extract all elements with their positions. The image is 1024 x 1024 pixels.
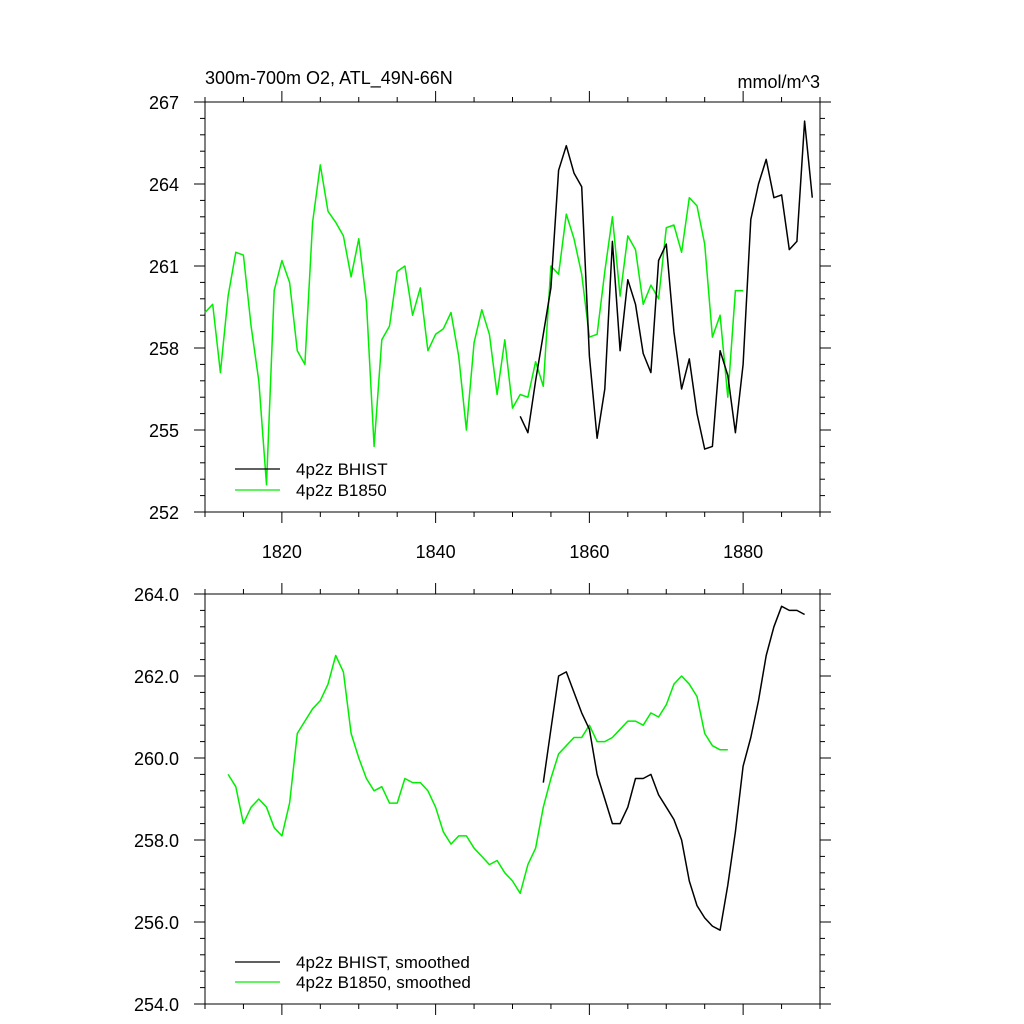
y-tick-label: 267	[149, 93, 179, 113]
series-line-b1850	[227, 654, 728, 895]
y-tick-label: 262.0	[134, 667, 179, 687]
units-label: mmol/m^3	[738, 72, 820, 92]
series-lines-top	[204, 120, 814, 486]
y-tick-label: 258	[149, 339, 179, 359]
x-tick-label: 1840	[416, 542, 456, 562]
x-tick-label: 1860	[569, 542, 609, 562]
plot-frame-bottom	[204, 593, 821, 1005]
legend-label-b1850-smoothed: 4p2z B1850, smoothed	[296, 973, 471, 992]
x-tick-label: 1880	[723, 542, 763, 562]
plot-frame-top	[204, 101, 821, 513]
axis-ticks-bottom: 254.0 256.0 258.0 260.0 262.0 264.0	[134, 583, 831, 1015]
y-tick-label: 260.0	[134, 749, 179, 769]
legend-label-bhist-smoothed: 4p2z BHIST, smoothed	[296, 953, 470, 972]
y-tick-label: 254.0	[134, 995, 179, 1015]
legend-label-bhist: 4p2z BHIST	[296, 460, 388, 479]
y-tick-label: 261	[149, 257, 179, 277]
legend-top: 4p2z BHIST 4p2z B1850	[235, 460, 388, 500]
y-tick-label: 264	[149, 175, 179, 195]
y-tick-label: 264.0	[134, 585, 179, 605]
bottom-panel: 254.0 256.0 258.0 260.0 262.0 264.0 4p2z BHIS…	[134, 583, 831, 1015]
y-tick-label: 258.0	[134, 831, 179, 851]
y-tick-label: 255	[149, 421, 179, 441]
series-lines-bottom	[227, 605, 805, 931]
legend-label-b1850: 4p2z B1850	[296, 481, 387, 500]
x-tick-label: 1820	[262, 542, 302, 562]
axis-ticks-top: 1820 1840 1860 1880 252 255 258 261 264 267	[149, 91, 831, 562]
legend-bottom: 4p2z BHIST, smoothed 4p2z B1850, smoothe…	[235, 953, 471, 992]
chart-title: 300m-700m O2, ATL_49N-66N	[205, 68, 453, 89]
series-line-bhist	[542, 605, 805, 931]
y-tick-label: 252	[149, 503, 179, 523]
y-tick-label: 256.0	[134, 913, 179, 933]
top-panel: 300m-700m O2, ATL_49N-66N mmol/m^3 1820 1…	[149, 68, 831, 562]
series-line-bhist	[519, 120, 814, 450]
series-line-b1850	[204, 164, 744, 486]
